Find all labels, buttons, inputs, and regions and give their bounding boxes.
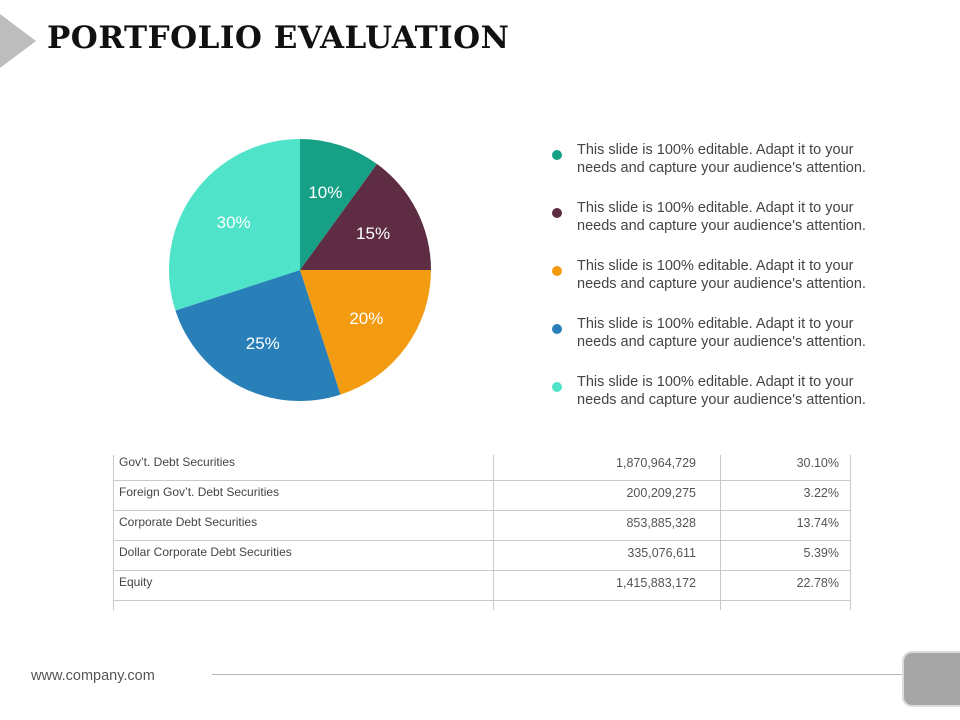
table-row: Gov’t. Debt Securities 1,870,964,729 30.… xyxy=(113,450,851,481)
pie-slice-2 xyxy=(300,164,431,270)
legend-text: This slide is 100% editable. Adapt it to… xyxy=(577,142,866,176)
pie-slice-label: 10% xyxy=(308,183,342,202)
table-divider xyxy=(720,455,721,610)
security-name: Equity xyxy=(119,575,153,589)
corner-arrow-icon xyxy=(0,14,36,68)
table-divider xyxy=(113,455,114,610)
security-amount: 200,209,275 xyxy=(626,486,696,500)
pie-slice-label: 30% xyxy=(217,213,251,232)
securities-table: Gov’t. Debt Securities 1,870,964,729 30.… xyxy=(113,450,851,610)
pie-slice-1 xyxy=(300,139,377,270)
security-name: Dollar Corporate Debt Securities xyxy=(119,545,292,559)
pie-slice-label: 20% xyxy=(349,309,383,328)
table-row: Corporate Debt Securities 853,885,328 13… xyxy=(113,510,851,541)
security-percent: 3.22% xyxy=(803,486,839,500)
legend-dot-icon xyxy=(552,382,562,392)
table-row: Equity 1,415,883,172 22.78% xyxy=(113,570,851,601)
security-name: Foreign Gov’t. Debt Securities xyxy=(119,485,280,499)
table-divider xyxy=(850,455,851,610)
pie-slice-label: 25% xyxy=(246,334,280,353)
page-title: PORTFOLIO EVALUATION xyxy=(47,20,510,56)
security-name: Corporate Debt Securities xyxy=(119,515,258,529)
legend-dot-icon xyxy=(552,208,562,218)
legend-text: This slide is 100% editable. Adapt it to… xyxy=(577,316,866,350)
pie-slice-5 xyxy=(168,139,300,311)
security-amount: 335,076,611 xyxy=(627,546,696,560)
pie-slice-3 xyxy=(300,270,431,395)
pie-slice-4 xyxy=(175,270,341,401)
legend-dot-icon xyxy=(552,266,562,276)
legend-text: This slide is 100% editable. Adapt it to… xyxy=(577,374,866,408)
security-amount: 1,870,964,729 xyxy=(616,456,696,470)
legend-dot-icon xyxy=(552,150,562,160)
security-percent: 22.78% xyxy=(796,576,839,590)
security-percent: 30.10% xyxy=(796,456,839,470)
security-amount: 853,885,328 xyxy=(626,516,696,530)
corner-decoration xyxy=(902,651,960,707)
legend-text: This slide is 100% editable. Adapt it to… xyxy=(577,258,866,292)
legend-item: This slide is 100% editable. Adapt it to… xyxy=(552,257,892,315)
security-percent: 5.39% xyxy=(803,546,839,560)
legend-item: This slide is 100% editable. Adapt it to… xyxy=(552,315,892,373)
table-row: Foreign Gov’t. Debt Securities 200,209,2… xyxy=(113,480,851,511)
footer-url: www.company.com xyxy=(31,668,155,684)
pie-chart: 10% 15% 20% 25% 30% xyxy=(168,139,431,401)
security-percent: 13.74% xyxy=(796,516,839,530)
legend-text: This slide is 100% editable. Adapt it to… xyxy=(577,200,866,234)
legend: This slide is 100% editable. Adapt it to… xyxy=(552,141,892,431)
table-divider xyxy=(493,455,494,610)
pie-slice-label: 15% xyxy=(356,224,390,243)
legend-dot-icon xyxy=(552,324,562,334)
table-row: Dollar Corporate Debt Securities 335,076… xyxy=(113,540,851,571)
security-name: Gov’t. Debt Securities xyxy=(119,455,236,469)
security-amount: 1,415,883,172 xyxy=(616,576,696,590)
legend-item: This slide is 100% editable. Adapt it to… xyxy=(552,199,892,257)
legend-item: This slide is 100% editable. Adapt it to… xyxy=(552,373,892,431)
legend-item: This slide is 100% editable. Adapt it to… xyxy=(552,141,892,199)
footer-divider xyxy=(212,674,902,675)
